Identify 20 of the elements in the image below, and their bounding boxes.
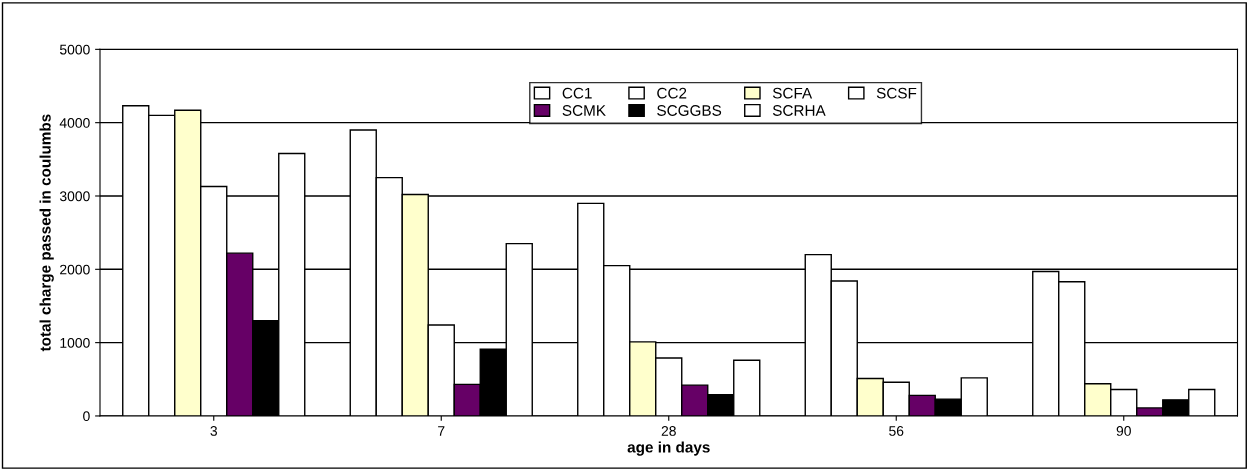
- y-tick-label: 4000: [59, 118, 90, 128]
- x-axis-title: age in days: [627, 441, 710, 456]
- legend-label: SCMK: [562, 105, 606, 116]
- x-tick-label: 90: [1116, 426, 1131, 436]
- x-tick-label: 28: [661, 426, 676, 436]
- y-tick-label: 3000: [59, 191, 90, 202]
- y-axis-title: total charge passed in coulumbs: [39, 114, 54, 352]
- y-tick-label: 2000: [60, 264, 90, 275]
- legend-label: SCRHA: [772, 105, 826, 116]
- legend-label: SCSF: [876, 87, 917, 99]
- x-tick-label: 56: [889, 426, 904, 436]
- x-tick-label: 3: [210, 426, 217, 436]
- y-tick-label: 1000: [60, 337, 90, 348]
- y-tick-label: 0: [83, 411, 90, 422]
- y-tick-label: 5000: [59, 44, 90, 55]
- legend-label: SCGGBS: [657, 105, 722, 116]
- x-tick-label: 7: [438, 426, 445, 436]
- legend-label: SCFA: [772, 87, 813, 99]
- legend-label: CC1: [562, 87, 592, 99]
- legend-label: CC2: [657, 87, 687, 99]
